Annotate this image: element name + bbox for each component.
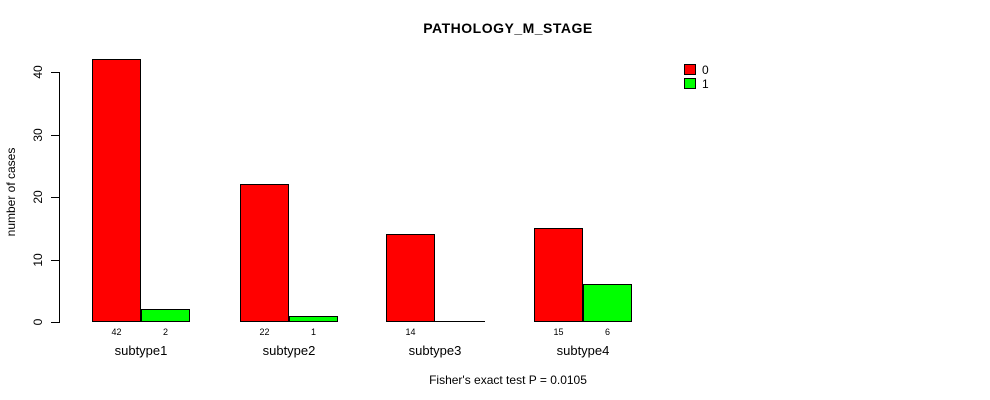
bar-0-subtype4 [534, 228, 583, 322]
legend-swatch-icon [684, 64, 696, 75]
bar-1-subtype1 [141, 309, 190, 322]
y-tick-mark [51, 135, 59, 136]
bar-value-label: 2 [162, 327, 168, 337]
legend-entry-0: 0 [684, 63, 709, 76]
bar-value-label: 6 [604, 327, 610, 337]
y-tick-label: 10 [31, 253, 45, 267]
y-tick-label: 40 [31, 65, 45, 79]
legend-entry-1: 1 [684, 77, 709, 90]
category-label-subtype2: subtype2 [262, 343, 316, 358]
bar-value-label: 14 [405, 327, 416, 337]
y-tick-mark [51, 322, 59, 323]
bar-1-subtype3-zero [435, 321, 485, 322]
bar-value-label: 15 [553, 327, 564, 337]
y-tick-label: 20 [31, 190, 45, 204]
legend-label: 1 [702, 76, 709, 91]
bar-value-label: 1 [310, 327, 316, 337]
bar-1-subtype2 [289, 316, 338, 322]
category-label-subtype3: subtype3 [408, 343, 462, 358]
y-axis-line [59, 72, 60, 323]
y-tick-label: 30 [31, 128, 45, 142]
footnote-text: Fisher's exact test P = 0.0105 [429, 373, 587, 387]
chart-title: PATHOLOGY_M_STAGE [423, 20, 593, 36]
y-tick-label: 0 [31, 318, 45, 326]
category-label-subtype4: subtype4 [556, 343, 610, 358]
bar-1-subtype4 [583, 284, 632, 322]
legend-label: 0 [702, 62, 709, 77]
y-tick-mark [51, 260, 59, 261]
legend-swatch-icon [684, 78, 696, 89]
bar-0-subtype2 [240, 184, 289, 322]
category-label-subtype1: subtype1 [114, 343, 168, 358]
bar-0-subtype3 [386, 234, 435, 322]
bar-value-label: 22 [259, 327, 270, 337]
y-tick-mark [51, 197, 59, 198]
bar-value-label: 42 [111, 327, 122, 337]
y-tick-mark [51, 72, 59, 73]
bar-0-subtype1 [92, 59, 141, 322]
